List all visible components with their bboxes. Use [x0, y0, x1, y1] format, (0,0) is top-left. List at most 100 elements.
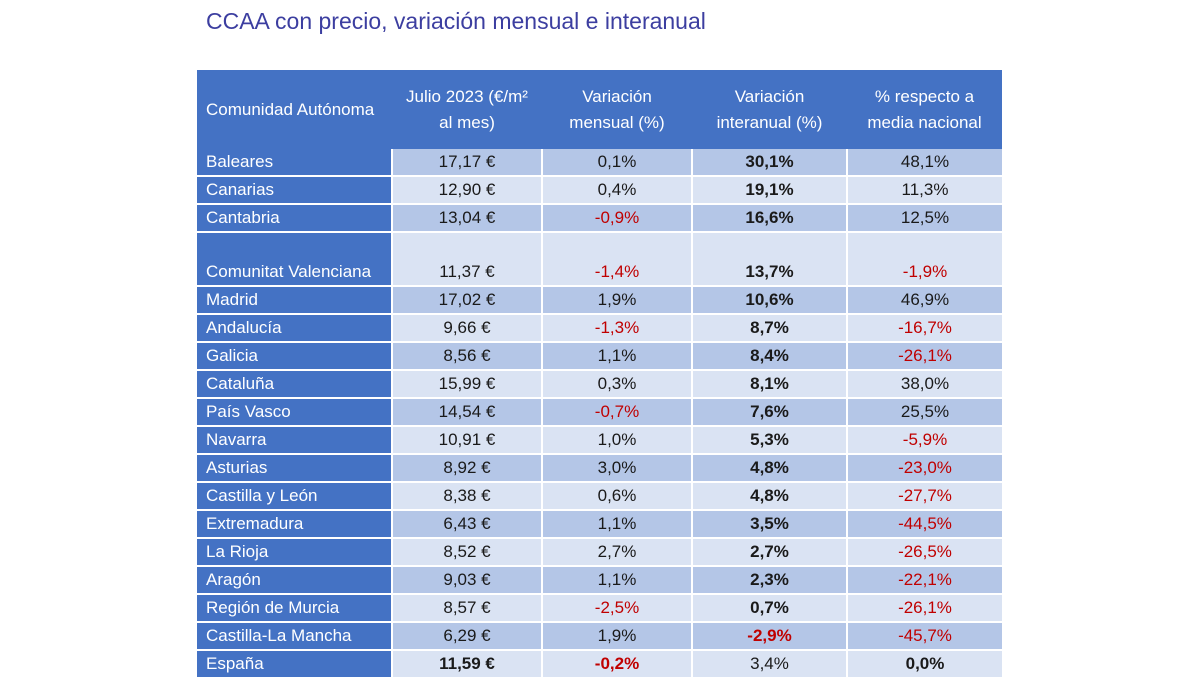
cell-price: 14,54 € [391, 398, 542, 427]
header-row: Comunidad Autónoma Julio 2023 (€/m² al m… [197, 70, 1002, 149]
cell-national: 38,0% [846, 370, 1002, 399]
cell-annual: 3,4% [691, 650, 847, 679]
cell-annual: 8,4% [691, 342, 847, 371]
cell-annual: 16,6% [691, 204, 847, 233]
cell-national: -23,0% [846, 454, 1002, 483]
cell-annual: 4,8% [691, 454, 847, 483]
table-row: Extremadura 6,43 €1,1% 3,5% -44,5% [197, 510, 1002, 539]
cell-region: Comunitat Valenciana [197, 232, 392, 287]
cell-monthly: 0,3% [541, 370, 692, 399]
header-monthly: Variación mensual (%) [542, 70, 692, 149]
cell-monthly: -1,3% [541, 314, 692, 343]
table-row: Cantabria 13,04 € -0,9% 16,6% 12,5% [197, 204, 1002, 233]
cell-annual: 3,5% [691, 510, 847, 539]
cell-national: -27,7% [846, 482, 1002, 511]
table-row: Canarias 12,90 €0,4% 19,1% 11,3% [197, 176, 1002, 205]
cell-monthly: 1,1% [541, 510, 692, 539]
table-row: Castilla y León 8,38 €0,6% 4,8% -27,7% [197, 482, 1002, 511]
cell-national: 12,5% [846, 204, 1002, 233]
header-national: % respecto a media nacional [847, 70, 1002, 149]
cell-monthly: 0,6% [541, 482, 692, 511]
cell-price: 11,37 € [391, 232, 542, 287]
cell-price: 8,52 € [391, 538, 542, 567]
cell-annual: 8,1% [691, 370, 847, 399]
cell-region: Extremadura [197, 510, 392, 539]
cell-price: 11,59 € [391, 650, 542, 679]
cell-region: Madrid [197, 286, 392, 315]
cell-national: 11,3% [846, 176, 1002, 205]
cell-region: Andalucía [197, 314, 392, 343]
cell-national: 46,9% [846, 286, 1002, 315]
cell-price: 12,90 € [391, 176, 542, 205]
cell-region: Región de Murcia [197, 594, 392, 623]
cell-price: 8,92 € [391, 454, 542, 483]
cell-monthly: 0,4% [541, 176, 692, 205]
cell-region: Baleares [197, 149, 392, 177]
cell-price: 8,38 € [391, 482, 542, 511]
table-row: España 11,59 € -0,2% 3,4% 0,0% [197, 650, 1002, 679]
table-row: País Vasco 14,54 € -0,7% 7,6% 25,5% [197, 398, 1002, 427]
cell-region: Aragón [197, 566, 392, 595]
table-row: La Rioja 8,52 €2,7% 2,7% -26,5% [197, 538, 1002, 567]
cell-national: -44,5% [846, 510, 1002, 539]
cell-monthly: 1,9% [541, 622, 692, 651]
cell-annual: 7,6% [691, 398, 847, 427]
cell-price: 6,29 € [391, 622, 542, 651]
header-region: Comunidad Autónoma [197, 70, 392, 149]
table-row: Región de Murcia 8,57 € -2,5% 0,7% -26,1% [197, 594, 1002, 623]
cell-annual: 30,1% [691, 149, 847, 177]
price-table: Comunidad Autónoma Julio 2023 (€/m² al m… [197, 70, 1002, 679]
table-row: Navarra 10,91 €1,0% 5,3% -5,9% [197, 426, 1002, 455]
cell-monthly: 0,1% [541, 149, 692, 177]
cell-region: Castilla y León [197, 482, 392, 511]
page-title: CCAA con precio, variación mensual e int… [206, 8, 706, 34]
cell-monthly: 1,9% [541, 286, 692, 315]
cell-national: -5,9% [846, 426, 1002, 455]
cell-price: 8,57 € [391, 594, 542, 623]
table-row: Baleares 17,17 €0,1% 30,1% 48,1% [197, 149, 1002, 177]
cell-national: -22,1% [846, 566, 1002, 595]
cell-national: 0,0% [846, 650, 1002, 679]
table-row: Galicia 8,56 €1,1% 8,4% -26,1% [197, 342, 1002, 371]
cell-monthly: 1,1% [541, 342, 692, 371]
cell-national: -26,1% [846, 594, 1002, 623]
table-row: Asturias 8,92 €3,0% 4,8% -23,0% [197, 454, 1002, 483]
cell-annual: 2,3% [691, 566, 847, 595]
header-price: Julio 2023 (€/m² al mes) [392, 70, 542, 149]
cell-price: 6,43 € [391, 510, 542, 539]
cell-region: España [197, 650, 392, 679]
cell-annual: 2,7% [691, 538, 847, 567]
table-row: Cataluña 15,99 €0,3% 8,1% 38,0% [197, 370, 1002, 399]
cell-monthly: -0,7% [541, 398, 692, 427]
cell-monthly: 2,7% [541, 538, 692, 567]
cell-region: Cataluña [197, 370, 392, 399]
cell-national: 25,5% [846, 398, 1002, 427]
cell-national: -1,9% [846, 232, 1002, 287]
table-row: Castilla-La Mancha 6,29 €1,9% -2,9% -45,7% [197, 622, 1002, 651]
cell-price: 17,17 € [391, 149, 542, 177]
cell-price: 10,91 € [391, 426, 542, 455]
cell-monthly: 1,1% [541, 566, 692, 595]
cell-price: 9,66 € [391, 314, 542, 343]
cell-annual: 19,1% [691, 176, 847, 205]
cell-monthly: -2,5% [541, 594, 692, 623]
cell-region: Asturias [197, 454, 392, 483]
table-row: Madrid 17,02 €1,9% 10,6% 46,9% [197, 286, 1002, 315]
table-row: Comunitat Valenciana 11,37 € -1,4% 13,7% -1,… [197, 232, 1002, 287]
cell-region: País Vasco [197, 398, 392, 427]
cell-region: Navarra [197, 426, 392, 455]
cell-annual: 13,7% [691, 232, 847, 287]
cell-national: -16,7% [846, 314, 1002, 343]
cell-annual: 0,7% [691, 594, 847, 623]
cell-annual: -2,9% [691, 622, 847, 651]
cell-region: La Rioja [197, 538, 392, 567]
cell-price: 17,02 € [391, 286, 542, 315]
cell-price: 9,03 € [391, 566, 542, 595]
table-row: Andalucía 9,66 € -1,3% 8,7% -16,7% [197, 314, 1002, 343]
cell-monthly: 1,0% [541, 426, 692, 455]
cell-national: -45,7% [846, 622, 1002, 651]
cell-annual: 8,7% [691, 314, 847, 343]
cell-region: Castilla-La Mancha [197, 622, 392, 651]
cell-region: Galicia [197, 342, 392, 371]
cell-region: Canarias [197, 176, 392, 205]
